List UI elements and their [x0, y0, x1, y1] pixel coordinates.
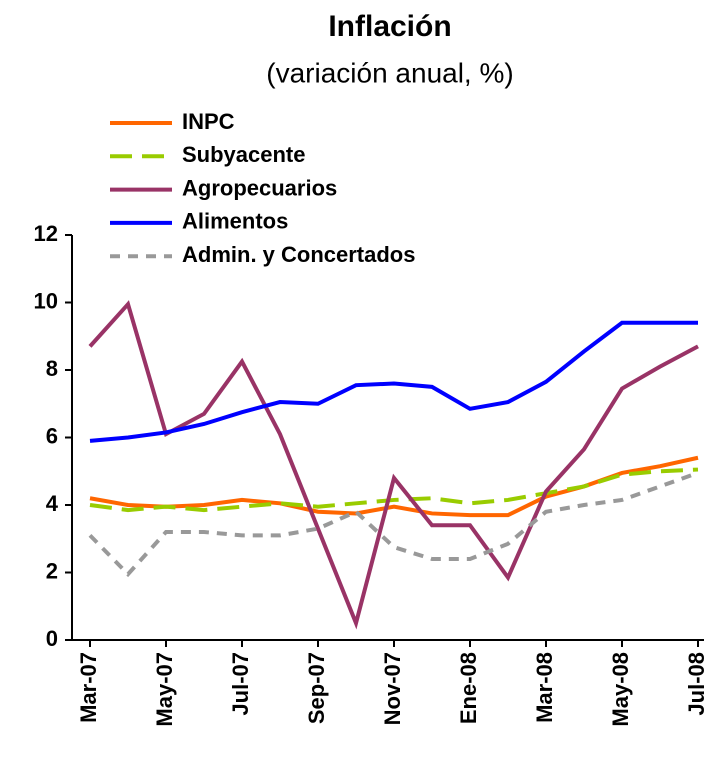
x-tick-label: May-08	[608, 652, 633, 727]
y-tick-label: 2	[46, 558, 58, 583]
y-tick-label: 6	[46, 423, 58, 448]
y-tick-label: 8	[46, 356, 58, 381]
legend-label: Admin. y Concertados	[182, 242, 415, 267]
y-tick-label: 10	[34, 288, 58, 313]
x-tick-label: Ene-08	[456, 652, 481, 724]
legend-label: Agropecuarios	[182, 175, 337, 200]
series-line	[89, 467, 699, 513]
series-line	[89, 320, 698, 443]
y-tick-label: 4	[46, 491, 59, 516]
x-tick-label: Jul-08	[684, 652, 709, 716]
series-line	[89, 455, 699, 518]
chart-title: Inflación	[328, 10, 451, 43]
x-tick-label: Jul-07	[228, 652, 253, 716]
x-tick-label: May-07	[152, 652, 177, 727]
x-tick-label: Mar-08	[532, 652, 557, 723]
series-line	[88, 300, 699, 630]
chart-subtitle: (variación anual, %)	[266, 57, 513, 88]
x-tick-label: Sep-07	[304, 652, 329, 724]
legend-label: Alimentos	[182, 209, 288, 234]
y-tick-label: 0	[46, 626, 58, 651]
legend-label: Subyacente	[182, 142, 306, 167]
series-line	[88, 471, 699, 578]
x-tick-label: Nov-07	[380, 652, 405, 725]
legend-label: INPC	[182, 109, 235, 134]
y-tick-label: 12	[34, 221, 58, 246]
x-tick-label: Mar-07	[76, 652, 101, 723]
